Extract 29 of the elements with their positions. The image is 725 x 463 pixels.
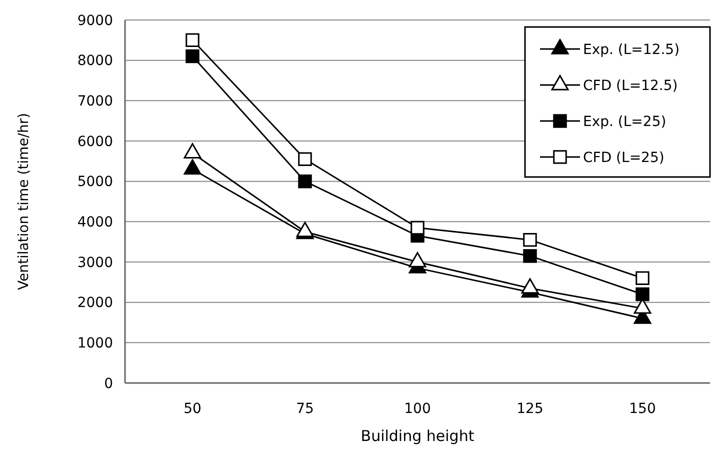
legend-label: CFD (L=12.5) — [583, 78, 678, 94]
point — [298, 174, 312, 188]
x-tick-label: 100 — [404, 401, 431, 417]
point — [521, 278, 539, 294]
legend-label: CFD (L=25) — [583, 150, 664, 166]
y-tick-label: 6000 — [77, 134, 113, 150]
x-axis-title: Building height — [360, 427, 474, 445]
y-axis-title: Ventilation time (time/hr) — [16, 112, 32, 290]
point — [184, 159, 202, 175]
y-tick-label: 3000 — [77, 254, 113, 271]
x-tick-label: 150 — [629, 401, 656, 417]
y-tick-label: 5000 — [77, 174, 113, 190]
y-tick-label: 0 — [104, 376, 113, 392]
point — [298, 152, 312, 166]
legend-label: Exp. (L=12.5) — [583, 42, 680, 58]
point — [186, 49, 200, 64]
x-tick-label: 125 — [516, 401, 544, 417]
point — [408, 252, 426, 268]
y-tick-label: 9000 — [77, 12, 113, 29]
point — [186, 33, 200, 48]
y-tick-label: 4000 — [77, 214, 113, 231]
legend-label: Exp. (L=25) — [583, 114, 666, 130]
x-tick-label: 50 — [184, 401, 202, 417]
y-tick-label: 7000 — [77, 94, 113, 110]
y-tick-label: 2000 — [77, 295, 113, 312]
point — [184, 143, 202, 158]
x-tick-label: 75 — [296, 401, 314, 417]
y-tick-label: 1000 — [77, 336, 113, 352]
y-tick-label: 8000 — [77, 53, 113, 70]
